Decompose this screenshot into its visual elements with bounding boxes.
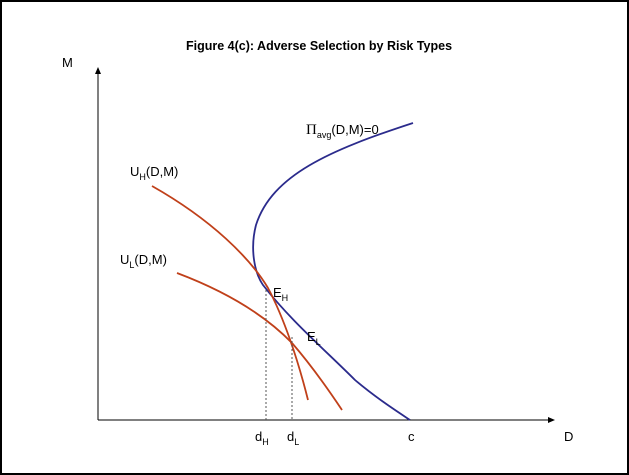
high-risk-utility-curve — [151, 185, 309, 401]
tick-dl-label: dL — [287, 429, 299, 447]
zero-profit-curve — [252, 122, 414, 421]
low-utility-label: UL(D,M) — [120, 252, 167, 270]
point-eh-label: EH — [273, 285, 288, 303]
tick-c-label: c — [408, 429, 415, 444]
high-utility-label: UH(D,M) — [130, 164, 178, 182]
point-el-label: EL — [307, 329, 321, 347]
tick-dh-label: dH — [255, 429, 269, 447]
x-axis-label: D — [564, 429, 573, 444]
profit-curve-label: Πavg(D,M)=0 — [306, 122, 379, 140]
figure-title: Figure 4(c): Adverse Selection by Risk T… — [186, 39, 452, 53]
y-axis-label: M — [62, 55, 73, 70]
